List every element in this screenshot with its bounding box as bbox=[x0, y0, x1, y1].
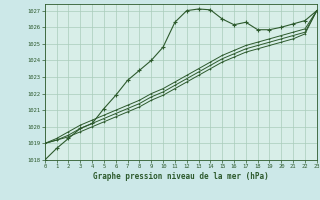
X-axis label: Graphe pression niveau de la mer (hPa): Graphe pression niveau de la mer (hPa) bbox=[93, 172, 269, 181]
